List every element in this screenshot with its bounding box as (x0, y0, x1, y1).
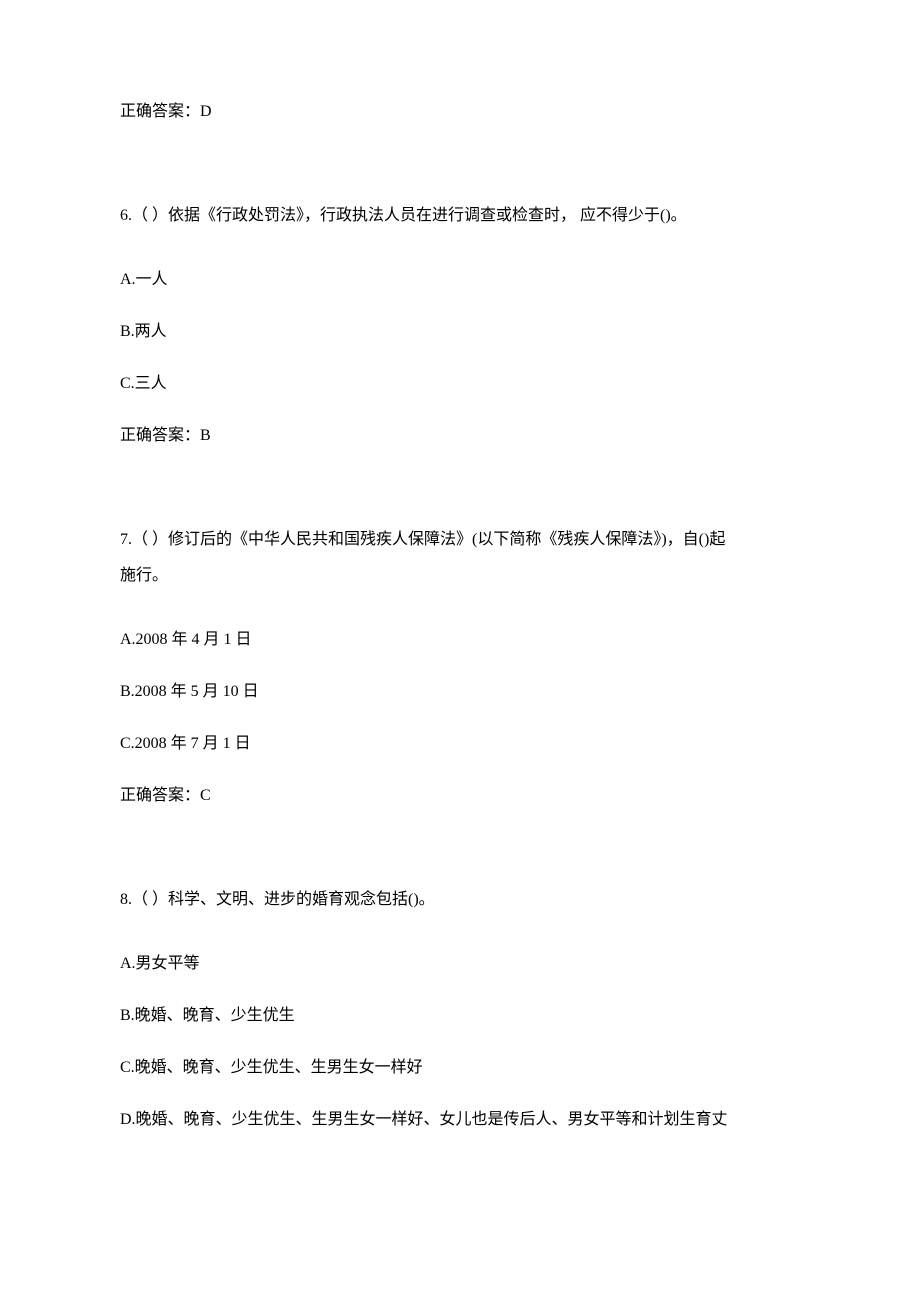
spacer (120, 836, 800, 888)
q8-option-d: D.晚婚、晚育、少生优生、生男生女一样好、女儿也是传后人、男女平等和计划生育丈 (120, 1108, 800, 1132)
q8-option-b: B.晚婚、晚育、少生优生 (120, 1004, 800, 1028)
q7-option-a: A.2008 年 4 月 1 日 (120, 628, 800, 652)
q5-answer: 正确答案：D (120, 100, 800, 124)
q7-prompt-line1: 7.（ ）修订后的《中华人民共和国残疾人保障法》(以下简称《残疾人保障法》)，自… (120, 528, 800, 552)
spacer (120, 256, 800, 268)
q6-answer: 正确答案：B (120, 424, 800, 448)
q8-option-c: C.晚婚、晚育、少生优生、生男生女一样好 (120, 1056, 800, 1080)
q7-prompt-line2: 施行。 (120, 564, 800, 588)
q8-option-a: A.男女平等 (120, 952, 800, 976)
q6-prompt: 6.（ ）依据《行政处罚法》，行政执法人员在进行调查或检查时， 应不得少于()。 (120, 204, 800, 228)
spacer (120, 616, 800, 628)
q8-prompt: 8.（ ）科学、文明、进步的婚育观念包括()。 (120, 888, 800, 912)
q6-option-a: A.一人 (120, 268, 800, 292)
q7-answer: 正确答案：C (120, 784, 800, 808)
q7-option-b: B.2008 年 5 月 10 日 (120, 680, 800, 704)
spacer (120, 476, 800, 528)
spacer (120, 152, 800, 204)
spacer (120, 940, 800, 952)
q7-option-c: C.2008 年 7 月 1 日 (120, 732, 800, 756)
q6-option-c: C.三人 (120, 372, 800, 396)
q6-option-b: B.两人 (120, 320, 800, 344)
